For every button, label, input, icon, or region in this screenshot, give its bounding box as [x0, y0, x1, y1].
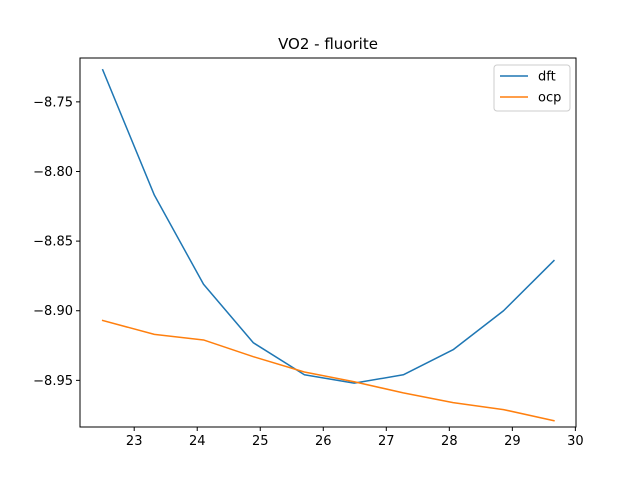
chart-title: VO2 - fluorite: [278, 35, 378, 53]
x-tick-label: 29: [504, 434, 521, 449]
x-tick-label: 27: [378, 434, 395, 449]
y-tick-label: −8.80: [33, 165, 73, 180]
legend-label-ocp: ocp: [538, 91, 561, 106]
x-tick-label: 30: [567, 434, 584, 449]
y-tick-label: −8.90: [33, 304, 73, 319]
y-tick-label: −8.85: [33, 235, 73, 250]
legend-label-dft: dft: [538, 70, 556, 85]
x-tick-label: 23: [126, 434, 143, 449]
x-tick-label: 26: [315, 434, 332, 449]
y-tick-label: −8.75: [33, 95, 73, 110]
axes-frame: [79, 57, 577, 428]
y-tick-label: −8.95: [33, 374, 73, 389]
series-line-dft: [101, 68, 556, 384]
x-tick-label: 28: [441, 434, 458, 449]
x-tick-label: 25: [252, 434, 269, 449]
plot-area: 23 24 25 26 27 28 29 30 −8.75 −8.80 −8.85 −8.90 −8.9…: [33, 57, 584, 449]
legend: dft ocp: [493, 64, 571, 112]
series-line-ocp: [101, 319, 555, 422]
x-tick-label: 24: [189, 434, 206, 449]
